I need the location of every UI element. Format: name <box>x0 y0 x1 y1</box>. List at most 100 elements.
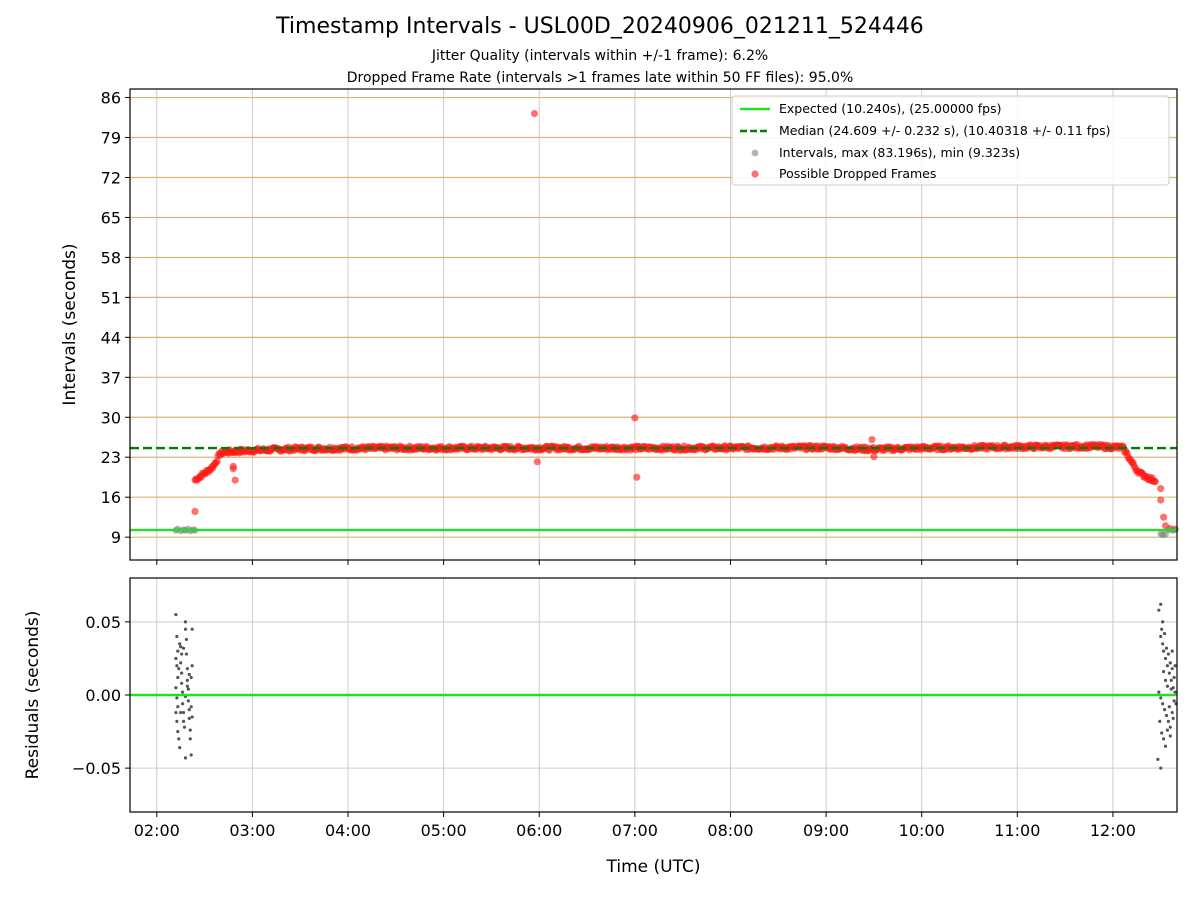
residual-point <box>1162 737 1166 741</box>
residual-point <box>185 684 189 688</box>
residual-point <box>1159 766 1163 770</box>
y-tick-label: −0.05 <box>72 759 121 778</box>
residual-point <box>187 716 191 721</box>
residual-point <box>180 690 185 694</box>
y-tick-label: 37 <box>101 368 121 387</box>
dropped-frame-point <box>229 465 237 473</box>
x-tick-label: 10:00 <box>899 821 945 840</box>
x-axis-label: Time (UTC) <box>606 857 701 877</box>
y-tick-label: 79 <box>101 129 121 148</box>
residual-point <box>182 725 187 729</box>
dropped-frame-point <box>191 507 199 516</box>
dropped-frame-point <box>1151 478 1159 486</box>
residual-point <box>1169 678 1173 682</box>
y-tick-label: 23 <box>101 448 121 467</box>
residual-point <box>190 715 194 719</box>
residual-point <box>1173 664 1177 668</box>
dropped-frame-point <box>870 453 878 461</box>
dropped-frame-point <box>530 109 539 118</box>
dropped-frame-point <box>231 476 239 484</box>
residual-point <box>190 664 194 668</box>
residual-point <box>1159 602 1163 606</box>
x-tick-label: 07:00 <box>612 821 658 840</box>
residual-point <box>1167 671 1171 675</box>
residual-point <box>1164 646 1169 650</box>
residual-point <box>188 728 192 732</box>
residual-point <box>1161 702 1165 706</box>
residual-point <box>178 642 182 646</box>
x-tick-label: 04:00 <box>325 821 371 840</box>
residual-point <box>180 652 184 656</box>
residual-point <box>1163 656 1168 661</box>
x-tick-label: 09:00 <box>803 821 849 840</box>
legend-median-label: Median (24.609 +/- 0.232 s), (10.40318 +… <box>779 123 1110 138</box>
residual-point <box>181 710 186 715</box>
x-tick-label: 11:00 <box>994 821 1040 840</box>
residual-point <box>188 737 192 741</box>
residual-point <box>1162 708 1167 712</box>
dropped-frame-point <box>1157 496 1165 504</box>
residual-point <box>176 729 180 734</box>
residual-point <box>186 687 190 691</box>
x-tick-label: 03:00 <box>229 821 275 840</box>
residuals-panel: −0.05 0.00 0.05 02:00 03:00 04:00 05:00 06:00 07… <box>23 577 1178 877</box>
residual-point <box>190 627 194 631</box>
residual-point <box>174 656 178 661</box>
x-tick-label: 02:00 <box>134 821 180 840</box>
residual-point <box>1162 631 1167 636</box>
residual-point <box>1164 713 1169 718</box>
residual-point <box>177 667 181 671</box>
y-tick-label: 51 <box>101 288 121 307</box>
residual-point <box>1168 661 1172 665</box>
residual-point <box>180 671 184 675</box>
residual-point <box>1163 744 1168 748</box>
residual-point <box>1163 678 1168 682</box>
residual-point <box>1171 716 1175 721</box>
y-axis-label: Residuals (seconds) <box>23 611 43 780</box>
x-tick-label: 06:00 <box>516 821 562 840</box>
y-tick-label: 0.00 <box>85 686 121 705</box>
residual-point <box>184 637 189 642</box>
y-axis-label: Intervals (seconds) <box>60 243 80 405</box>
residual-point <box>185 667 189 671</box>
legend-dropped-swatch <box>751 170 759 178</box>
dropped-frame-point <box>213 457 221 465</box>
dropped-frame-point <box>633 473 641 481</box>
residual-point <box>1161 620 1165 624</box>
residual-point <box>189 675 193 680</box>
legend-box <box>731 95 1170 186</box>
residual-point <box>183 756 188 760</box>
residual-point <box>179 661 183 665</box>
residual-point <box>1168 734 1172 738</box>
x-tick-label: 08:00 <box>707 821 753 840</box>
residual-point <box>1168 725 1172 729</box>
residual-point <box>176 705 180 709</box>
dropped-frame-point <box>631 414 639 422</box>
x-tick-label: 05:00 <box>421 821 467 840</box>
residual-point <box>174 686 178 690</box>
residual-point <box>1165 684 1170 688</box>
residual-point <box>1169 687 1173 691</box>
plot-frame <box>129 88 1178 561</box>
residual-point <box>186 699 190 703</box>
y-tick-label: 16 <box>101 488 121 507</box>
residual-point <box>181 646 186 650</box>
legend-intervals-label: Intervals, max (83.196s), min (9.323s) <box>779 145 1020 160</box>
residual-point <box>1159 634 1163 639</box>
residual-point <box>1165 664 1170 668</box>
residual-point <box>1161 642 1165 646</box>
residual-point <box>175 634 179 639</box>
y-tick-label: 86 <box>101 89 121 108</box>
residual-point <box>1170 649 1174 653</box>
legend-expected-label: Expected (10.240s), (25.00000 fps) <box>779 101 1001 116</box>
residual-point <box>174 612 178 617</box>
residual-point <box>1158 719 1162 723</box>
residual-point <box>1162 670 1166 674</box>
subtitle-dropped: Dropped Frame Rate (intervals >1 frames … <box>346 70 854 86</box>
y-tick-label: 72 <box>101 168 121 187</box>
residual-point <box>1160 627 1164 631</box>
residual-point <box>175 719 179 723</box>
legend-dropped-label: Possible Dropped Frames <box>779 166 936 181</box>
residual-point <box>185 678 189 682</box>
